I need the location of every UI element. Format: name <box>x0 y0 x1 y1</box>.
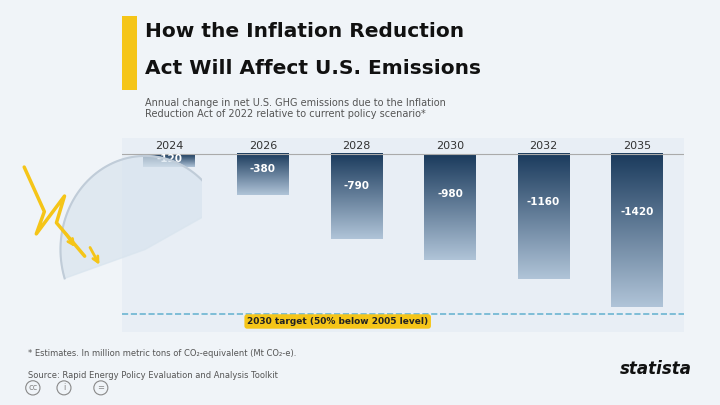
Text: cc: cc <box>28 384 37 392</box>
Text: * Estimates. In million metric tons of CO₂-equivalent (Mt CO₂-e).: * Estimates. In million metric tons of C… <box>28 349 297 358</box>
Text: -120: -120 <box>156 154 182 164</box>
Text: -1420: -1420 <box>621 207 654 217</box>
Bar <box>237 154 289 195</box>
Text: 2024: 2024 <box>155 141 184 151</box>
Text: 2035: 2035 <box>623 141 652 151</box>
Polygon shape <box>60 156 220 278</box>
Text: 2026: 2026 <box>248 141 277 151</box>
Text: -790: -790 <box>343 181 369 191</box>
Text: 2030: 2030 <box>436 141 464 151</box>
Bar <box>143 154 195 167</box>
Text: statista: statista <box>620 360 692 377</box>
Text: -1160: -1160 <box>527 196 560 207</box>
Bar <box>518 154 570 279</box>
Text: 2030 target (50% below 2005 level): 2030 target (50% below 2005 level) <box>247 317 428 326</box>
Text: 2028: 2028 <box>342 141 371 151</box>
Text: -980: -980 <box>437 189 463 199</box>
Text: 2032: 2032 <box>529 141 558 151</box>
Text: Source: Rapid Energy Policy Evaluation and Analysis Toolkit: Source: Rapid Energy Policy Evaluation a… <box>28 371 278 380</box>
Text: How the Inflation Reduction: How the Inflation Reduction <box>145 22 464 41</box>
Bar <box>122 16 137 90</box>
Bar <box>424 154 476 260</box>
Text: Act Will Affect U.S. Emissions: Act Will Affect U.S. Emissions <box>145 59 482 78</box>
Text: -380: -380 <box>250 164 276 175</box>
Text: =: = <box>97 384 104 392</box>
Bar <box>330 154 382 239</box>
Bar <box>611 154 663 307</box>
Text: Annual change in net U.S. GHG emissions due to the Inflation
Reduction Act of 20: Annual change in net U.S. GHG emissions … <box>145 98 446 119</box>
Text: i: i <box>63 384 65 392</box>
